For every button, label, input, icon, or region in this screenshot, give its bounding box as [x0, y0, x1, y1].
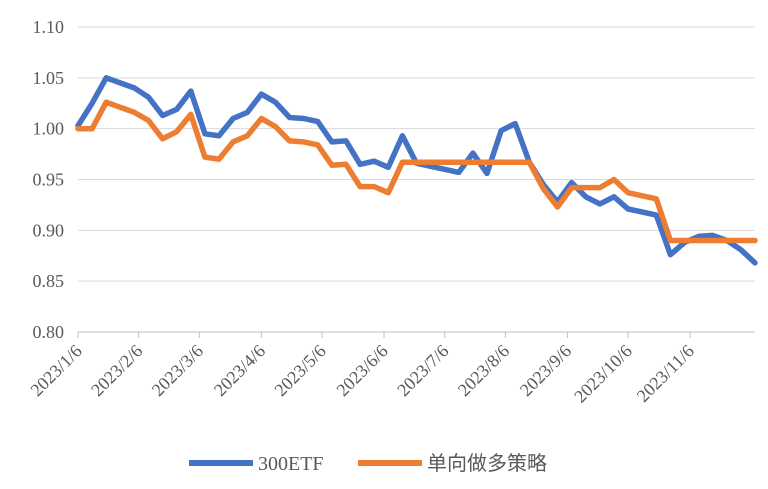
x-tick-label: 2023/9/6	[516, 341, 575, 400]
series-line-1	[75, 99, 758, 244]
y-axis-tick-labels: 0.80 0.85 0.90 0.95 1.00 1.05 1.10	[33, 17, 65, 342]
x-tick-label: 2023/7/6	[393, 341, 452, 400]
x-axis	[77, 331, 755, 338]
legend-label-1: 单向做多策略	[427, 452, 547, 475]
y-tick-label: 1.05	[33, 68, 65, 88]
legend-label-0: 300ETF	[258, 453, 324, 475]
x-tick-label: 2023/5/6	[270, 341, 329, 400]
grid-lines	[78, 26, 755, 282]
y-tick-label: 1.00	[33, 119, 65, 139]
x-tick-label: 2023/4/6	[210, 341, 269, 400]
x-tick-label: 2023/6/6	[332, 341, 391, 400]
y-tick-label: 0.90	[33, 220, 65, 240]
y-tick-label: 0.95	[33, 170, 65, 190]
y-tick-label: 1.10	[33, 17, 65, 37]
series-lines	[75, 75, 758, 266]
x-tick-label: 2023/10/6	[570, 341, 636, 407]
x-tick-label: 2023/11/6	[633, 341, 698, 406]
legend: 300ETF 单向做多策略	[189, 452, 547, 475]
x-tick-label: 2023/2/6	[87, 341, 146, 400]
x-tick-label: 2023/1/6	[26, 341, 85, 400]
x-tick-label: 2023/3/6	[148, 341, 207, 400]
x-axis-tick-labels: 2023/1/6 2023/2/6 2023/3/6 2023/4/6 2023/5/6…	[26, 341, 698, 407]
series-line-0	[75, 75, 758, 266]
x-tick-label: 2023/8/6	[454, 341, 513, 400]
y-tick-label: 0.80	[33, 322, 65, 342]
y-tick-label: 0.85	[33, 271, 65, 291]
